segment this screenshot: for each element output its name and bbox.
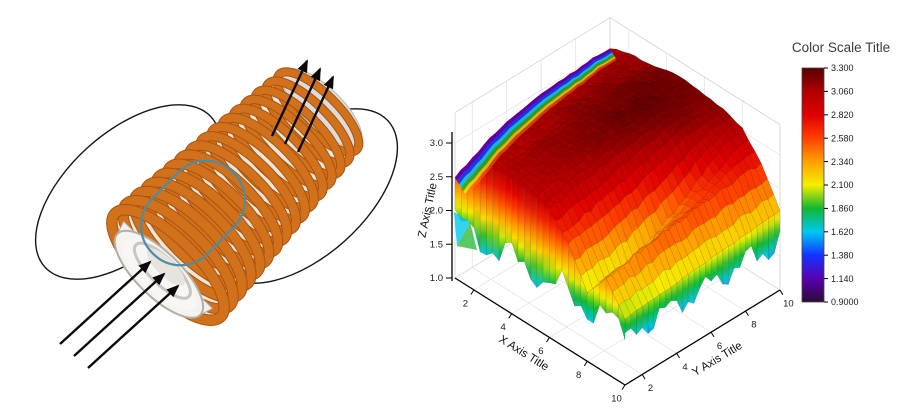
- surface-side-wall-strip: [722, 245, 729, 285]
- corner-low-patch: [457, 222, 477, 250]
- tick-mark: [508, 313, 513, 319]
- solenoid-diagram: [34, 59, 399, 369]
- x-tick-label: 8: [576, 370, 581, 381]
- surface-side-wall-strip: [542, 202, 550, 284]
- cross-section-outline: [139, 159, 247, 267]
- surface-side-wall-strip: [618, 305, 626, 341]
- colorbar: 3.300 3.060 2.820 2.580 2.340 2.100 1.860 1.620…: [801, 63, 859, 307]
- colorbar-tick-label: 2.820: [831, 110, 854, 120]
- surface-side-wall-strip: [768, 214, 775, 261]
- coil-winding: [140, 177, 256, 292]
- surface-side-wall-strip: [536, 197, 544, 289]
- colorbar-title: Color Scale Title: [792, 40, 890, 55]
- y-tick-label: 10: [783, 299, 794, 310]
- colorbar-tick-label: 0.9000: [831, 297, 859, 307]
- surface-side-wall-strip: [687, 269, 695, 304]
- z-tick-label: 1.0: [430, 273, 443, 284]
- y-tick-label: 2: [648, 383, 653, 394]
- grid-line: [472, 267, 643, 375]
- axis-line: [454, 277, 626, 386]
- tick-mark: [583, 360, 588, 367]
- z-tick-label: 2.5: [430, 172, 443, 183]
- colorbar-tick-label: 3.060: [831, 87, 854, 97]
- colorbar-gradient: [801, 67, 825, 303]
- plot-axes: 1.0 1.5 2.0 2.5 3.0 2 4 6 8 10 2 4 6 8 10: [430, 132, 794, 405]
- surface-side-wall-strip: [505, 173, 512, 244]
- colorbar-tick-label: 2.340: [831, 157, 854, 167]
- tick-mark: [470, 289, 475, 295]
- surface-waterfall-edge: [454, 48, 617, 250]
- grid-line: [454, 47, 611, 144]
- tick-mark: [641, 374, 646, 380]
- tick-mark: [779, 289, 784, 295]
- flux-arrow-out: [283, 67, 322, 145]
- flux-arrow-out: [296, 75, 335, 153]
- colorbar-tick-label: 1.380: [831, 250, 854, 260]
- surface-side-wall-strip: [517, 182, 525, 263]
- surface-side-wall-strip: [549, 208, 556, 285]
- surface-side-wall-strip: [647, 298, 654, 335]
- x-tick-label: 10: [611, 394, 622, 405]
- axis-line: [624, 289, 781, 386]
- y-tick-label: 8: [751, 320, 756, 331]
- colorbar-tick-label: 3.300: [831, 63, 854, 73]
- z-tick-label: 1.5: [430, 239, 443, 250]
- x-tick-label: 4: [501, 322, 506, 333]
- surface-side-wall-strip: [530, 191, 538, 289]
- corner-low-patch: [454, 212, 470, 246]
- tick-mark: [621, 384, 626, 390]
- surface-side-wall-strip: [486, 165, 493, 256]
- colorbar-tick-label: 1.860: [831, 204, 854, 214]
- grid-line: [587, 265, 743, 362]
- coil-winding: [162, 159, 274, 269]
- x-tick-label: 2: [463, 298, 468, 309]
- z-tick-label: 3.0: [430, 138, 443, 149]
- tick-mark: [546, 337, 550, 343]
- surface-side-wall-strip: [492, 166, 500, 262]
- surface-side-wall-strip: [733, 237, 740, 269]
- colorbar-tick-label: 1.140: [831, 274, 854, 284]
- y-tick-label: 6: [717, 341, 722, 352]
- tick-mark: [710, 331, 715, 338]
- surface-side-wall-strip: [587, 287, 594, 324]
- flux-arrow-in: [73, 272, 166, 357]
- tick-mark: [745, 310, 749, 317]
- colorbar-tick-label: 2.580: [831, 133, 854, 143]
- colorbar-tick-label: 1.620: [831, 227, 854, 237]
- coil-winding: [173, 150, 283, 258]
- colorbar-tick-label: 2.100: [831, 180, 854, 190]
- x-tick-label: 6: [538, 346, 543, 357]
- tick-mark: [676, 353, 680, 359]
- flux-arrow-in: [87, 284, 180, 369]
- flux-arrow-in: [59, 260, 152, 345]
- y-tick-label: 4: [682, 362, 687, 373]
- z-tick-label: 2.0: [430, 206, 443, 217]
- surface-side-wall-strip: [762, 217, 769, 261]
- flux-arrow-out: [270, 59, 309, 137]
